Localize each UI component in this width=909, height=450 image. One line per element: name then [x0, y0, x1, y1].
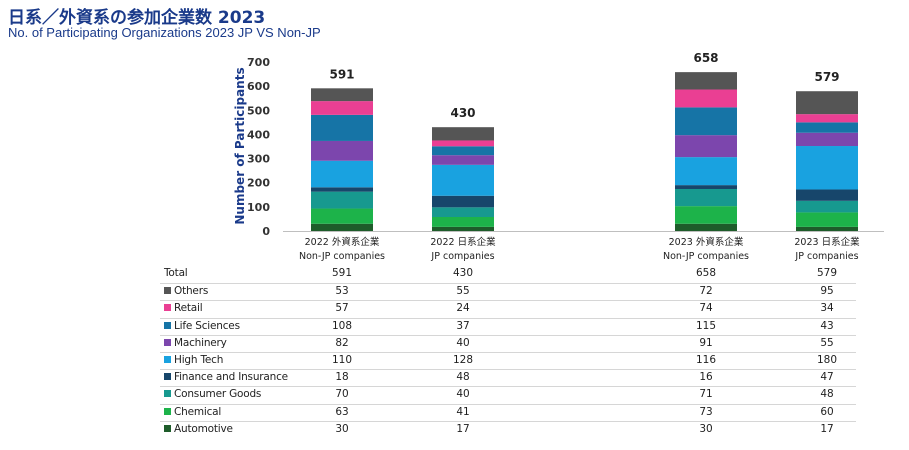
y-axis-title: Number of Participants [233, 67, 247, 224]
bar-segment-chemical [432, 216, 494, 227]
bar-segment-life-sciences [432, 146, 494, 156]
bar-segment-automotive [675, 223, 737, 231]
bar-segment-high-tech [432, 164, 494, 196]
y-tick-label: 300 [247, 153, 270, 166]
x-category-label: JP companies [794, 251, 858, 262]
bar-segment-retail [432, 140, 494, 147]
bar-segment-automotive [796, 226, 858, 231]
bar-total-label: 579 [814, 70, 839, 84]
bar-segment-consumer-goods [311, 191, 373, 209]
x-category-label: 2022 日系企業 [430, 236, 496, 248]
bar-segment-life-sciences [675, 107, 737, 136]
x-category-label: Non-JP companies [299, 251, 385, 262]
bar-segment-machinery [796, 132, 858, 147]
bar-segment-life-sciences [311, 114, 373, 141]
y-tick-label: 0 [262, 225, 270, 238]
chart-title: 日系／外資系の参加企業数 2023 [8, 8, 266, 28]
y-tick-label: 100 [247, 201, 270, 214]
bar-segment-automotive [432, 226, 494, 231]
x-category-label: 2023 日系企業 [794, 236, 860, 248]
bar-segment-others [796, 91, 858, 115]
bar-segment-chemical [675, 206, 737, 224]
bar-segment-high-tech [796, 146, 858, 190]
y-tick-label: 600 [247, 80, 270, 93]
x-category-label: 2022 外資系企業 [305, 236, 380, 248]
bar-segment-finance-and-insurance [796, 189, 858, 201]
y-tick-label: 200 [247, 177, 270, 190]
y-tick-label: 500 [247, 104, 270, 117]
bar-segment-retail [796, 114, 858, 123]
bar-segment-high-tech [675, 157, 737, 186]
x-category-label: Non-JP companies [663, 251, 749, 262]
bar-total-label: 591 [329, 67, 354, 81]
chart-subtitle: No. of Participating Organizations 2023 … [8, 25, 321, 40]
x-category-label: 2023 外資系企業 [669, 236, 744, 248]
y-tick-label: 400 [247, 128, 270, 141]
bar-segment-consumer-goods [432, 207, 494, 217]
bar-segment-machinery [311, 140, 373, 161]
bar-segment-life-sciences [796, 122, 858, 133]
y-tick-label: 700 [247, 56, 270, 69]
x-category-label: JP companies [430, 251, 494, 262]
bar-segment-retail [311, 101, 373, 115]
bar-segment-finance-and-insurance [311, 187, 373, 192]
bar-segment-others [432, 127, 494, 141]
bar-segment-others [675, 72, 737, 90]
bar-total-label: 430 [450, 106, 475, 120]
bar-segment-others [311, 88, 373, 102]
bar-segment-consumer-goods [796, 200, 858, 213]
bar-segment-high-tech [311, 160, 373, 188]
bar-segment-retail [675, 89, 737, 108]
bar-segment-chemical [796, 212, 858, 227]
bar-segment-finance-and-insurance [432, 195, 494, 208]
bar-segment-machinery [675, 135, 737, 158]
bar-total-label: 658 [693, 51, 718, 65]
bar-segment-consumer-goods [675, 188, 737, 207]
bar-segment-chemical [311, 208, 373, 224]
bar-segment-finance-and-insurance [675, 185, 737, 189]
bar-segment-machinery [432, 155, 494, 165]
bar-segment-automotive [311, 223, 373, 231]
